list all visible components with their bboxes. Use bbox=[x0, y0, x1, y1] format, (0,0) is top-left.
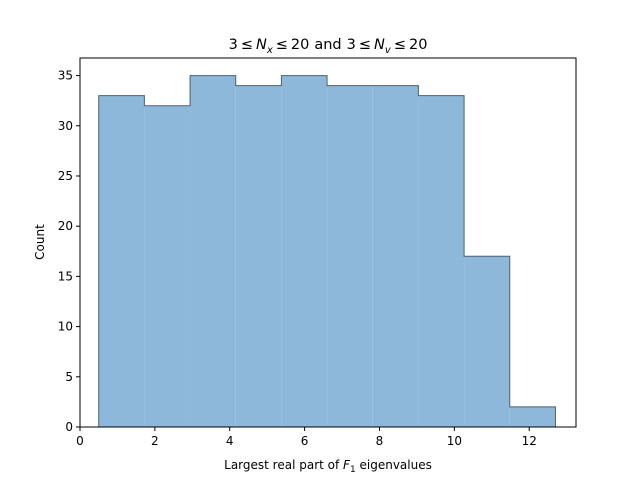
x-tick-label: 4 bbox=[226, 434, 234, 448]
y-tick-label: 15 bbox=[58, 269, 73, 283]
chart-title: 3 ≤ Nx ≤20 and 3 ≤ Nv ≤20 bbox=[229, 37, 428, 56]
histogram-bar bbox=[281, 75, 328, 428]
x-tick-label: 2 bbox=[151, 434, 159, 448]
y-tick-label: 25 bbox=[58, 169, 73, 183]
histogram-bar bbox=[464, 256, 510, 427]
histogram-bar bbox=[235, 85, 282, 427]
y-tick-label: 5 bbox=[65, 370, 73, 384]
histogram-bar bbox=[327, 85, 373, 427]
histogram-bar bbox=[190, 75, 236, 428]
y-tick-label: 0 bbox=[65, 420, 73, 434]
x-axis-label: Largest real part of F1 eigenvalues bbox=[224, 458, 432, 475]
x-tick-label: 6 bbox=[301, 434, 309, 448]
y-tick-label: 10 bbox=[58, 320, 73, 334]
x-tick-label: 8 bbox=[376, 434, 384, 448]
histogram-bar bbox=[98, 95, 145, 427]
x-tick-label: 12 bbox=[522, 434, 537, 448]
x-axis-ticks: 0 2 4 6 8 10 12 bbox=[76, 427, 537, 448]
histogram-bar bbox=[144, 105, 191, 427]
plot-frame bbox=[79, 57, 577, 428]
y-tick-label: 35 bbox=[58, 69, 73, 83]
histogram-bar bbox=[372, 85, 419, 427]
histogram-bars bbox=[98, 75, 556, 428]
histogram-bar bbox=[418, 95, 465, 427]
histogram-outline bbox=[98, 75, 556, 427]
y-tick-label: 20 bbox=[58, 219, 73, 233]
y-axis-ticks: 0 5 10 15 20 25 30 35 bbox=[58, 69, 80, 434]
y-tick-label: 30 bbox=[58, 119, 73, 133]
y-axis-label: Count bbox=[33, 224, 47, 260]
x-tick-label: 10 bbox=[447, 434, 462, 448]
x-tick-label: 0 bbox=[76, 434, 84, 448]
histogram-bar bbox=[509, 406, 556, 427]
